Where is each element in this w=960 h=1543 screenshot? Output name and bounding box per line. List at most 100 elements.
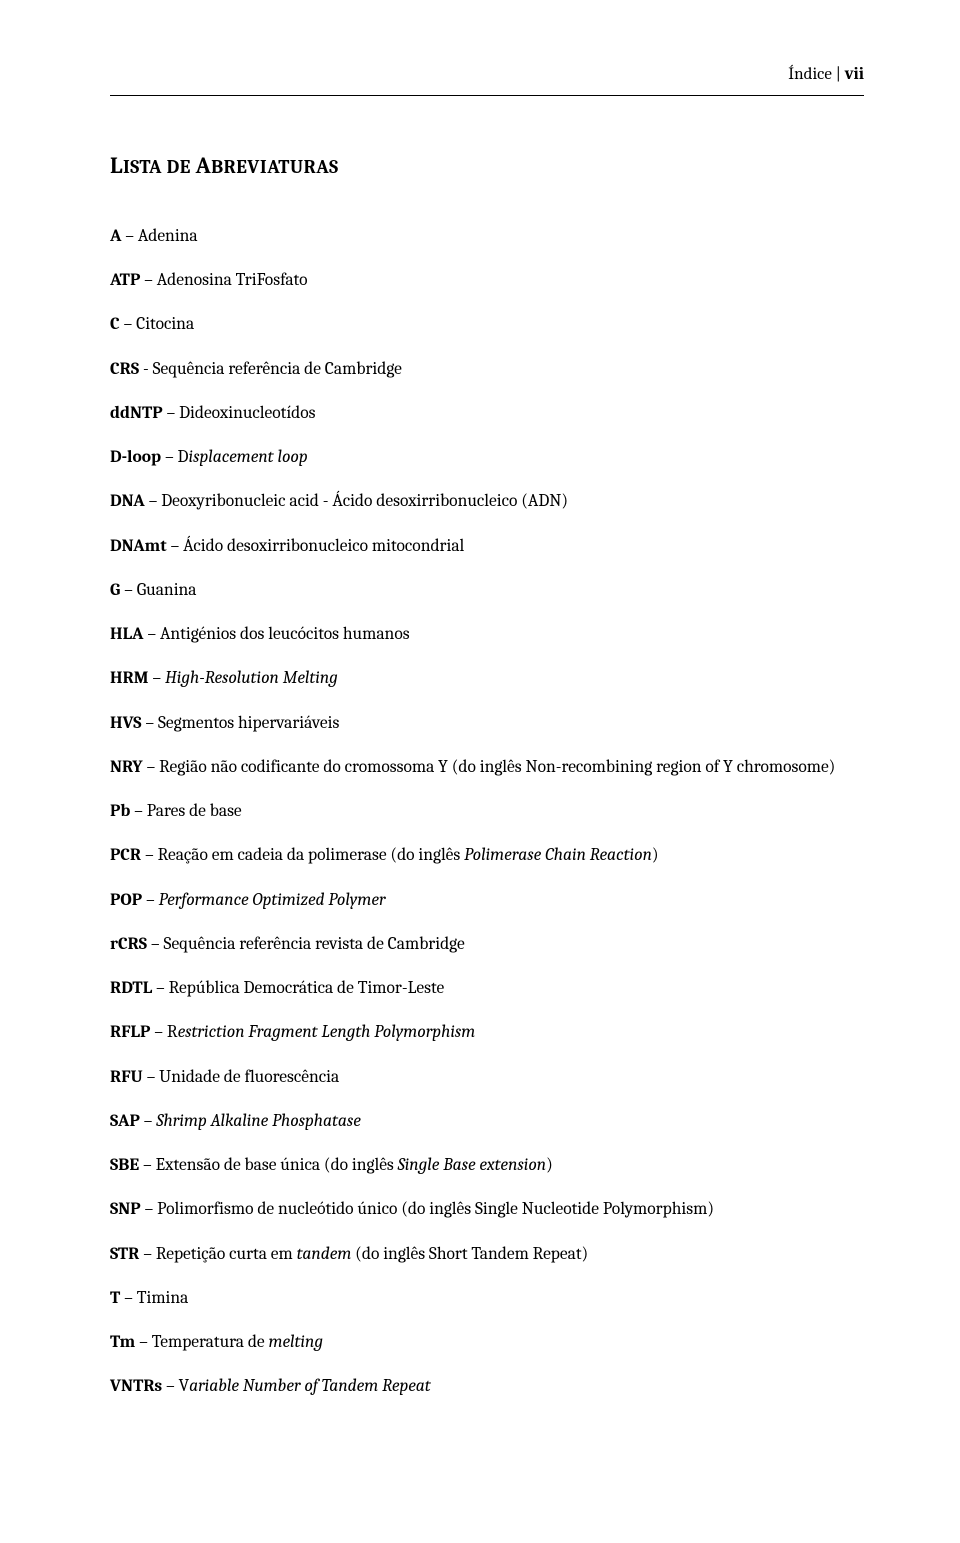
abbrev-term: C xyxy=(110,314,120,334)
abbrev-separator: – xyxy=(120,314,136,334)
abbrev-entry: RFLP – Restriction Fragment Length Polym… xyxy=(110,1019,864,1045)
title-mid: DE xyxy=(162,156,196,178)
abbrev-entry: SNP – Polimorfismo de nucleótido único (… xyxy=(110,1196,864,1222)
abbrev-definition-italic: Polimerase Chain Reaction xyxy=(464,845,652,865)
abbrev-separator: – xyxy=(143,1067,159,1087)
abbrev-definition-pre: Extensão de base única (do inglês xyxy=(156,1155,398,1175)
abbrev-term: A xyxy=(110,226,121,246)
abbrev-definition-italic: isplacement loop xyxy=(188,447,307,467)
abbrev-definition-post: (do inglês Short Tandem Repeat) xyxy=(351,1244,588,1264)
abbrev-separator: – xyxy=(120,1288,136,1308)
title-w1-first: L xyxy=(110,152,123,179)
abbrev-definition-italic: melting xyxy=(269,1332,323,1352)
abbrev-definition: Adenosina TriFosfato xyxy=(157,270,308,290)
abbrev-term: SNP xyxy=(110,1199,141,1219)
abbrev-entry: DNA – Deoxyribonucleic acid - Ácido deso… xyxy=(110,488,864,514)
abbrev-separator: – xyxy=(120,580,136,600)
abbrev-definition: Guanina xyxy=(137,580,197,600)
abbrev-entry: T – Timina xyxy=(110,1285,864,1311)
abbrev-definition: Sequência referência revista de Cambridg… xyxy=(164,934,465,954)
abbrev-entry: rCRS – Sequência referência revista de C… xyxy=(110,931,864,957)
abbrev-separator: – xyxy=(167,536,183,556)
abbrev-definition: Deoxyribonucleic acid - Ácido desoxirrib… xyxy=(161,491,568,511)
abbrev-separator: – xyxy=(140,270,156,290)
abbrev-separator: – xyxy=(139,1155,155,1175)
abbrev-term: DNA xyxy=(110,491,145,511)
abbrev-definition-italic: Single Base extension xyxy=(398,1155,546,1175)
abbrev-separator: – xyxy=(140,1111,156,1131)
abbrev-entry: D-loop – Displacement loop xyxy=(110,444,864,470)
abbrev-term: HRM xyxy=(110,668,149,688)
title-w2-rest: BREVIATURAS xyxy=(211,156,339,178)
abbrev-term: HVS xyxy=(110,713,142,733)
abbrev-entry: C – Citocina xyxy=(110,311,864,337)
abbrev-entry: HRM – High-Resolution Melting xyxy=(110,665,864,691)
abbrev-entry: SBE – Extensão de base única (do inglês … xyxy=(110,1152,864,1178)
abbrev-definition-italic: ariable Number of Tandem Repeat xyxy=(189,1376,431,1396)
abbrev-separator: – xyxy=(121,226,137,246)
abbrev-term: NRY xyxy=(110,757,143,777)
abbrev-entry: STR – Repetição curta em tandem (do ingl… xyxy=(110,1241,864,1267)
title-w1-rest: ISTA xyxy=(123,156,162,178)
abbrev-definition: Adenina xyxy=(138,226,198,246)
header-separator: | xyxy=(836,65,845,84)
abbrev-separator: – xyxy=(139,1244,155,1264)
abbrev-definition: Sequência referência de Cambridge xyxy=(153,359,402,379)
abbrev-definition-pre: Temperatura de xyxy=(152,1332,269,1352)
abbrev-separator: – xyxy=(150,1022,166,1042)
abbrev-definition: Timina xyxy=(137,1288,189,1308)
abbrev-separator: – xyxy=(161,447,177,467)
abbrev-definition: Região não codificante do cromossoma Y (… xyxy=(159,757,835,777)
abbrev-entry: G – Guanina xyxy=(110,577,864,603)
abbrev-definition-pre: V xyxy=(179,1376,189,1396)
abbrev-entry: POP – Performance Optimized Polymer xyxy=(110,887,864,913)
abbrev-term: SAP xyxy=(110,1111,140,1131)
header-label: Índice xyxy=(788,65,832,84)
abbrev-term: DNAmt xyxy=(110,536,167,556)
abbrev-term: RFLP xyxy=(110,1022,150,1042)
abbrev-separator: – xyxy=(143,757,159,777)
abbrev-separator: – xyxy=(143,624,159,644)
abbrev-entry: NRY – Região não codificante do cromosso… xyxy=(110,754,864,780)
abbrev-term: ddNTP xyxy=(110,403,163,423)
header-page-number: vii xyxy=(845,65,864,84)
abbrev-entry: ATP – Adenosina TriFosfato xyxy=(110,267,864,293)
header-rule xyxy=(110,95,864,96)
abbrev-term: D-loop xyxy=(110,447,161,467)
abbrev-separator: – xyxy=(163,403,179,423)
abbrev-entry: A – Adenina xyxy=(110,223,864,249)
abbrev-entry: DNAmt – Ácido desoxirribonucleico mitoco… xyxy=(110,533,864,559)
abbrev-entry: RDTL – República Democrática de Timor-Le… xyxy=(110,975,864,1001)
abbrev-definition-italic: tandem xyxy=(297,1244,352,1264)
abbrev-separator: – xyxy=(147,934,163,954)
abbrev-entry: ddNTP – Dideoxinucleotídos xyxy=(110,400,864,426)
abbrev-separator: – xyxy=(162,1376,178,1396)
abbrev-definition: Citocina xyxy=(136,314,194,334)
abbrev-term: HLA xyxy=(110,624,143,644)
abbrev-definition-italic: estriction Fragment Length Polymorphism xyxy=(178,1022,476,1042)
abbrev-separator: – xyxy=(135,1332,151,1352)
abbrev-term: POP xyxy=(110,890,142,910)
abbrev-term: Tm xyxy=(110,1332,135,1352)
abbrev-separator: – xyxy=(142,713,158,733)
abbrev-definition: Pares de base xyxy=(147,801,242,821)
abbrev-separator: – xyxy=(149,668,165,688)
abbrev-term: ATP xyxy=(110,270,140,290)
abbrev-separator: – xyxy=(141,845,157,865)
abbrev-definition-italic: Shrimp Alkaline Phosphatase xyxy=(156,1111,361,1131)
abbrev-term: G xyxy=(110,580,120,600)
abbrev-separator: – xyxy=(141,1199,157,1219)
abbrev-entry: RFU – Unidade de fluorescência xyxy=(110,1064,864,1090)
abbrev-entry: Pb – Pares de base xyxy=(110,798,864,824)
abbrev-definition-italic: High-Resolution Melting xyxy=(165,668,338,688)
abbrev-term: CRS xyxy=(110,359,139,379)
abbrev-definition: Segmentos hipervariáveis xyxy=(158,713,339,733)
abbrev-term: RDTL xyxy=(110,978,152,998)
abbrev-definition: Ácido desoxirribonucleico mitocondrial xyxy=(183,536,464,556)
abbrev-entry: CRS - Sequência referência de Cambridge xyxy=(110,356,864,382)
abbrev-term: T xyxy=(110,1288,120,1308)
page-title: LISTA DE ABREVIATURAS xyxy=(110,150,864,181)
page-header: Índice | vii xyxy=(110,64,864,87)
abbrev-term: PCR xyxy=(110,845,141,865)
abbrev-definition: Polimorfismo de nucleótido único (do ing… xyxy=(157,1199,714,1219)
